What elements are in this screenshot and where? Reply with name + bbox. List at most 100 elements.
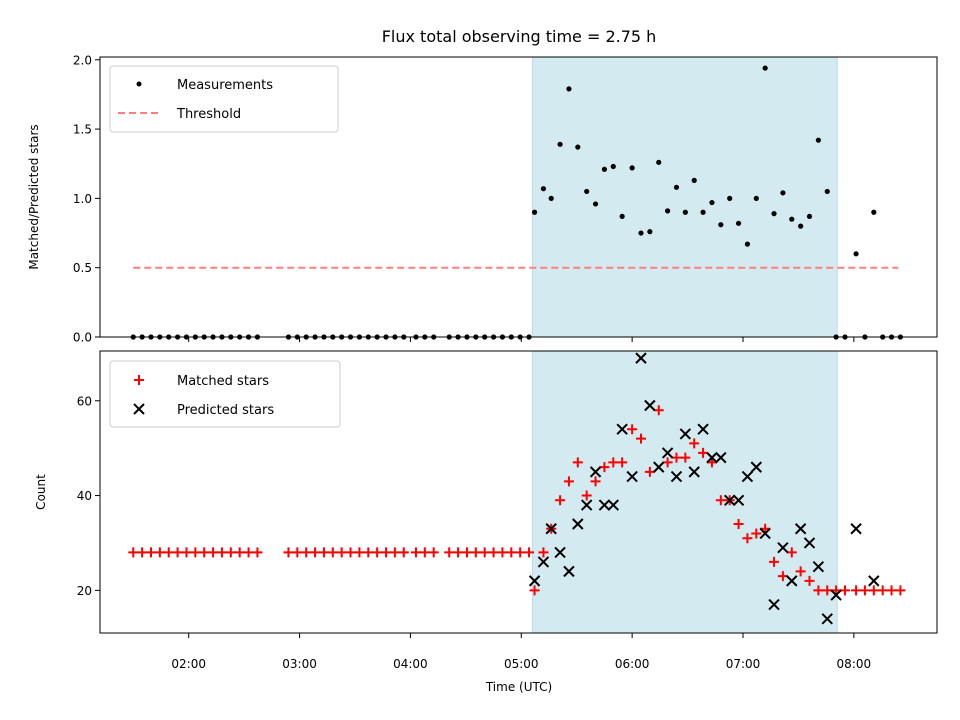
predicted-star-point — [580, 499, 593, 511]
matched-star-point — [163, 547, 174, 558]
measurement-point — [806, 213, 813, 220]
matched-star-point — [470, 547, 481, 558]
matched-star-point — [644, 466, 655, 477]
matched-star-point — [453, 547, 464, 558]
matched-star-point — [822, 585, 833, 596]
matched-star-point — [636, 433, 647, 444]
predicted-star-point — [715, 451, 727, 464]
measurement-point — [673, 184, 680, 190]
measurement-point — [853, 251, 859, 257]
matched-star-point — [128, 547, 139, 558]
predicted-star-point — [607, 499, 619, 511]
matched-star-point — [137, 547, 148, 558]
matched-star-point — [538, 547, 549, 558]
top-y-axis-label: Matched/Predicted stars — [27, 124, 41, 269]
matched-star-point — [529, 585, 540, 596]
bottom-legend: Matched stars Predicted stars — [109, 360, 341, 428]
measurement-point — [718, 222, 724, 228]
bottom-axes-frame — [99, 350, 938, 634]
matched-star-point — [599, 462, 610, 473]
matched-star-point — [627, 424, 638, 435]
matched-star-point — [336, 547, 347, 558]
x-tick-label: 07:00 — [726, 657, 761, 671]
matched-star-point — [877, 585, 888, 596]
predicted-star-point — [750, 461, 763, 473]
predicted-star-point — [830, 589, 842, 601]
matched-star-point — [608, 457, 619, 468]
matched-star-point — [662, 457, 673, 468]
matched-star-point — [381, 547, 392, 558]
matched-star-point — [751, 528, 762, 539]
matched-star-point — [283, 547, 294, 558]
measurement-point — [771, 211, 777, 217]
matched-star-point — [497, 547, 508, 558]
legend-predicted-label: Predicted stars — [177, 403, 274, 418]
matched-star-point — [372, 547, 383, 558]
bottom-panel: 20 40 60 02:00 03:00 04:00 05:00 06:00 07:00 08:0… — [77, 350, 938, 671]
matched-star-point — [851, 585, 862, 596]
matched-star-point — [868, 585, 879, 596]
matched-star-point — [208, 547, 219, 558]
measurement-point — [610, 163, 616, 170]
matched-star-point — [234, 547, 245, 558]
measurement-point — [789, 216, 795, 222]
predicted-star-point — [759, 527, 771, 540]
matched-star-point — [572, 457, 583, 468]
measurement-point — [798, 223, 804, 229]
measurement-point — [682, 209, 688, 215]
measurement-point — [735, 220, 742, 226]
legend-matched-label: Matched stars — [177, 374, 269, 389]
matched-star-point — [653, 405, 664, 416]
legend-threshold-label: Threshold — [176, 107, 241, 122]
predicted-star-point — [794, 523, 807, 535]
matched-star-point — [428, 547, 439, 558]
top-shaded-span — [531, 56, 838, 338]
matched-star-point — [252, 547, 263, 558]
measurement-point — [665, 208, 671, 214]
predicted-star-point — [653, 461, 665, 473]
predicted-star-point — [598, 499, 611, 511]
matched-star-point — [444, 547, 455, 558]
matched-star-point — [590, 476, 601, 487]
matched-star-point — [581, 490, 592, 501]
measurement-point — [647, 229, 653, 235]
matched-star-point — [786, 547, 797, 558]
matched-star-point — [199, 547, 210, 558]
matched-star-point — [515, 547, 526, 558]
matched-star-point — [389, 547, 400, 558]
matched-star-point — [813, 585, 824, 596]
bottom-y-axis-label: Count — [34, 474, 48, 510]
measurement-point — [727, 195, 733, 201]
legend-predicted-marker — [133, 403, 145, 415]
predicted-star-point — [563, 565, 575, 578]
matched-star-point — [479, 547, 490, 558]
measurement-point — [780, 190, 786, 196]
measurement-point — [700, 209, 706, 215]
predicted-star-point — [786, 575, 798, 587]
top-panel: 0.0 0.5 1.0 1.5 2.0 — [73, 53, 938, 345]
matched-star-point — [419, 547, 430, 558]
measurement-point — [815, 137, 821, 143]
matched-star-point — [895, 585, 906, 596]
matched-star-point — [292, 547, 303, 558]
predicted-star-point — [670, 470, 683, 483]
predicted-star-point — [679, 428, 692, 440]
predicted-star-point — [537, 556, 550, 568]
matched-star-point — [354, 547, 365, 558]
measurement-point — [871, 209, 877, 215]
matched-star-point — [398, 547, 409, 558]
measurement-point — [584, 188, 590, 195]
predicted-star-point — [741, 470, 754, 483]
matched-star-point — [243, 547, 254, 558]
bottom-y-tick-label: 40 — [77, 489, 92, 503]
legend-measurements-marker — [136, 81, 142, 87]
matched-star-point — [795, 566, 806, 577]
matched-star-point — [318, 547, 329, 558]
x-tick-label: 08:00 — [837, 657, 872, 671]
measurement-point — [629, 165, 635, 171]
predicted-star-point — [706, 451, 718, 464]
bottom-y-tick-label: 20 — [77, 584, 92, 598]
predicted-star-point — [572, 518, 584, 530]
predicted-star-point — [868, 575, 880, 587]
predicted-star-point — [635, 352, 647, 364]
